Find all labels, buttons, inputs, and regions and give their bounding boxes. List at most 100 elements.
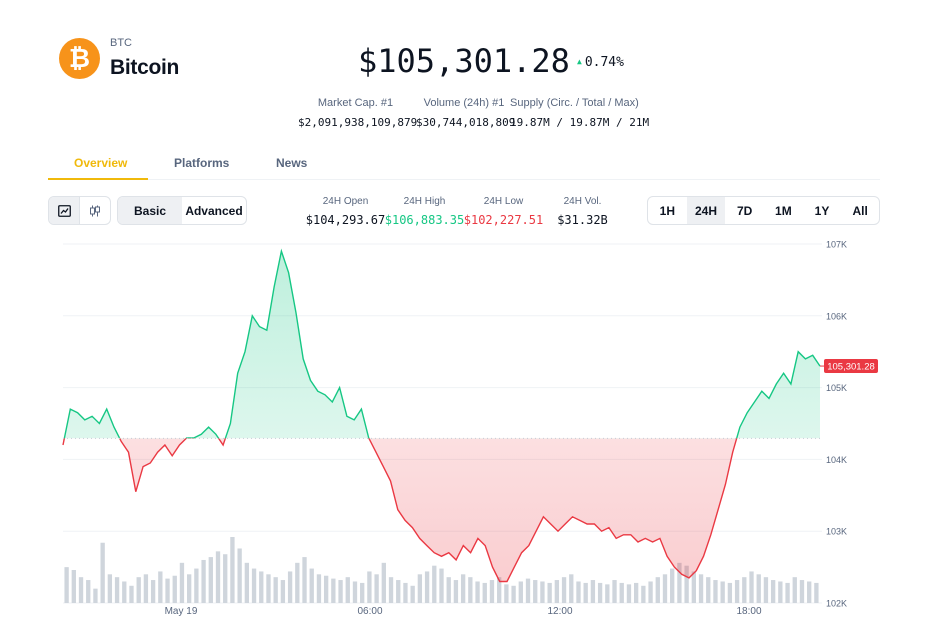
volume-bar <box>64 567 69 603</box>
volume-bar <box>367 571 372 603</box>
volume-bar <box>309 568 314 603</box>
range-1m-button[interactable]: 1M <box>775 203 792 218</box>
volume-bar <box>706 577 711 603</box>
range-24h-button[interactable]: 24H <box>686 197 726 224</box>
volume-bar <box>410 585 415 603</box>
y-tick-label: 103K <box>826 527 847 537</box>
open-value: $104,293.67 <box>305 213 386 227</box>
high-value: $106,883.35 <box>384 213 465 227</box>
volume-bar <box>533 580 538 603</box>
volume-bar <box>230 537 235 603</box>
candlestick-icon[interactable] <box>79 197 110 224</box>
volume-bar <box>381 562 386 603</box>
basic-view-button[interactable]: Basic <box>118 197 182 224</box>
volume-bar <box>396 580 401 603</box>
volume-bar <box>670 568 675 603</box>
volume-bar <box>273 577 278 603</box>
volume-bar <box>345 577 350 603</box>
volume-bar <box>374 574 379 603</box>
open-stat: 24H Open $104,293.67 <box>303 196 388 227</box>
volume-bar <box>129 585 134 603</box>
volume-bar <box>352 581 358 603</box>
volume-bar <box>194 568 199 603</box>
price-line-above-open <box>63 248 821 439</box>
volume-bar <box>251 568 257 603</box>
volume-bar <box>468 577 473 603</box>
range-7d-button[interactable]: 7D <box>737 203 753 218</box>
volume-bar <box>266 574 271 603</box>
volume-bar <box>655 577 660 603</box>
price-change: ▲ 0.74% <box>577 55 624 70</box>
volume-bar <box>388 577 394 603</box>
x-tick-label: 06:00 <box>357 606 382 617</box>
volume-value: $30,744,018,809 <box>416 116 516 129</box>
volume-bar <box>316 574 322 603</box>
volume-bar <box>540 581 545 603</box>
y-tick-label: 107K <box>826 240 847 250</box>
low-label: 24H Low <box>483 196 524 207</box>
market-cap-stat: Market Cap. #1 $2,091,938,109,879 <box>298 97 417 129</box>
volume-bar <box>590 580 596 603</box>
tab-platforms[interactable]: Platforms <box>174 156 230 170</box>
supply-stat: Supply (Circ. / Total / Max) 19.87M / 19… <box>510 97 650 129</box>
low-stat: 24H Low $102,227.51 <box>461 196 546 227</box>
volume-bar <box>460 574 466 603</box>
y-tick-label: 104K <box>826 455 847 465</box>
volume-bar <box>569 574 574 603</box>
view-mode-toggle: Basic Advanced <box>117 196 247 225</box>
volume-24h-stat: 24H Vol. $31.32B <box>545 196 620 227</box>
volume-bar <box>626 584 632 603</box>
range-1h-button[interactable]: 1H <box>659 203 675 218</box>
chart-type-toggle <box>48 196 111 225</box>
low-value: $102,227.51 <box>463 213 544 227</box>
volume-bar <box>78 577 84 603</box>
price-chart[interactable]: 107K 106K 105K 104K 103K 102K May 19 06:00 12:0… <box>0 230 930 620</box>
volume-stat: Volume (24h) #1 $30,744,018,809 <box>416 97 516 129</box>
price-area-below-open <box>63 438 737 582</box>
y-tick-label: 102K <box>826 599 847 609</box>
volume-bar <box>302 557 307 603</box>
volume-bar <box>482 582 487 603</box>
volume-24h-value: $31.32B <box>557 213 608 227</box>
volume-bar <box>259 571 264 603</box>
volume-bar <box>778 581 783 603</box>
volume-bar <box>432 565 437 603</box>
volume-bar <box>648 581 653 603</box>
volume-bar <box>504 584 509 603</box>
tab-overview[interactable]: Overview <box>74 156 128 170</box>
x-tick-label: 12:00 <box>547 606 572 617</box>
advanced-view-button[interactable]: Advanced <box>185 203 243 218</box>
market-cap-label: Market Cap. #1 <box>317 97 394 109</box>
tab-bar: Overview Platforms News <box>48 148 880 180</box>
volume-bar <box>453 580 459 603</box>
coin-symbol: BTC <box>110 37 132 49</box>
range-1y-button[interactable]: 1Y <box>814 203 830 218</box>
volume-bar <box>583 582 588 603</box>
time-range-selector: 1H 24H 7D 1M 1Y All <box>647 196 880 225</box>
volume-bar <box>756 574 761 603</box>
tab-news[interactable]: News <box>276 156 308 170</box>
volume-bar <box>172 575 177 603</box>
volume-bar <box>576 581 581 603</box>
volume-bar <box>770 580 776 603</box>
volume-bar <box>605 584 610 603</box>
volume-bar <box>691 571 696 603</box>
volume-bar <box>619 582 624 603</box>
supply-value: 19.87M / 19.87M / 21M <box>510 116 650 129</box>
line-chart-icon[interactable] <box>49 197 80 224</box>
price-change-value: 0.74% <box>584 55 624 70</box>
volume-bar <box>677 562 682 603</box>
volume-bar <box>107 574 113 603</box>
range-all-button[interactable]: All <box>852 203 868 218</box>
high-stat: 24H High $106,883.35 <box>382 196 467 227</box>
y-tick-label: 105K <box>826 383 847 393</box>
volume-bar <box>338 580 343 603</box>
volume-bar <box>554 580 560 603</box>
volume-bar <box>518 581 523 603</box>
x-tick-label: May 19 <box>165 606 198 617</box>
volume-bar <box>525 578 531 603</box>
volume-bar <box>93 588 98 603</box>
volume-bar <box>511 585 516 603</box>
volume-bar <box>633 582 639 603</box>
volume-bar <box>698 574 704 603</box>
